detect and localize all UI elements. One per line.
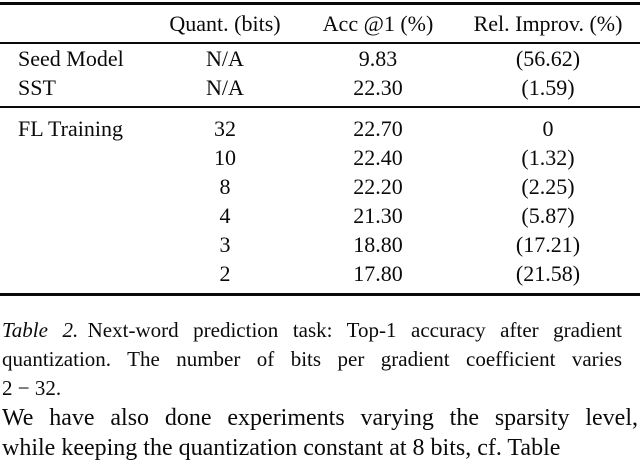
table-header: Quant. (bits) Acc @1 (%) Rel. Improv. (%…	[0, 4, 640, 44]
table-row-fl-2: 2 17.80 (21.58)	[0, 259, 640, 295]
body-text-line: We have also done experiments varying th…	[2, 405, 638, 431]
caption-label: Table 2.	[2, 318, 79, 342]
rel-improv-value: (5.87)	[521, 203, 575, 228]
rel-improv-value: (1.32)	[521, 145, 575, 170]
rel-improv-value: (21.58)	[515, 261, 581, 286]
quant-bits-value: 8	[219, 174, 231, 199]
rel-improv-value: (1.59)	[521, 75, 575, 100]
row-label: Seed Model	[18, 46, 124, 71]
quant-bits-value: 2	[219, 261, 231, 286]
acc-value: 22.40	[353, 145, 403, 170]
table-row-fl-4: 4 21.30 (5.87)	[0, 201, 640, 230]
acc-value: 22.70	[353, 116, 403, 141]
quant-bits-value: 32	[214, 116, 236, 141]
quant-bits-value: 3	[219, 232, 231, 257]
table-row-fl-3: 3 18.80 (17.21)	[0, 230, 640, 259]
quant-bits-value: N/A	[206, 75, 244, 100]
acc-value: 18.80	[353, 232, 403, 257]
row-label	[0, 143, 150, 172]
acc-value: 21.30	[353, 203, 403, 228]
caption-text: Next-word prediction task: Top-1 accurac…	[87, 318, 622, 342]
row-label	[0, 230, 150, 259]
quant-bits-value: N/A	[206, 46, 244, 71]
acc-value: 9.83	[358, 46, 398, 71]
row-label	[0, 259, 150, 295]
rel-improv-value: (2.25)	[521, 174, 575, 199]
caption-line: 2 − 32.	[2, 376, 62, 400]
table-header-row: Quant. (bits) Acc @1 (%) Rel. Improv. (%…	[0, 4, 640, 44]
acc-value: 22.20	[353, 174, 403, 199]
table-row-fl-8: 8 22.20 (2.25)	[0, 172, 640, 201]
table-row-fl-10: 10 22.40 (1.32)	[0, 143, 640, 172]
acc-value: 22.30	[353, 75, 403, 100]
col-header-rel-improv: Rel. Improv. (%)	[473, 11, 623, 36]
table-row-fl-32: FL Training 32 22.70 0	[0, 107, 640, 143]
body-text-line: while keeping the quantization constant …	[2, 435, 561, 461]
quant-bits-value: 10	[214, 145, 236, 170]
col-header-empty	[0, 4, 150, 44]
caption-line: Table 2. Next-word prediction task: Top-1…	[2, 316, 622, 345]
fl-training-group: FL Training 32 22.70 0 10 22.40 (1.32) 8…	[0, 107, 640, 295]
rel-improv-value: (56.62)	[515, 46, 581, 71]
baseline-group: Seed Model N/A 9.83 (56.62) SST N/A 22.3…	[0, 43, 640, 107]
row-label: FL Training	[18, 116, 123, 141]
acc-value: 17.80	[353, 261, 403, 286]
table-row-seed-model: Seed Model N/A 9.83 (56.62)	[0, 43, 640, 73]
rel-improv-value: 0	[542, 116, 554, 141]
results-table: Quant. (bits) Acc @1 (%) Rel. Improv. (%…	[0, 2, 640, 296]
table-row-sst: SST N/A 22.30 (1.59)	[0, 73, 640, 107]
row-label: SST	[18, 75, 56, 100]
col-header-quant-bits: Quant. (bits)	[169, 11, 281, 36]
body-paragraph: We have also done experiments varying th…	[2, 403, 638, 463]
table-caption: Table 2. Next-word prediction task: Top-1…	[2, 316, 622, 403]
row-label	[0, 172, 150, 201]
rel-improv-value: (17.21)	[515, 232, 581, 257]
quant-bits-value: 4	[219, 203, 231, 228]
caption-line: quantization. The number of bits per gra…	[2, 347, 622, 371]
col-header-acc-at-1: Acc @1 (%)	[322, 11, 434, 36]
row-label	[0, 201, 150, 230]
